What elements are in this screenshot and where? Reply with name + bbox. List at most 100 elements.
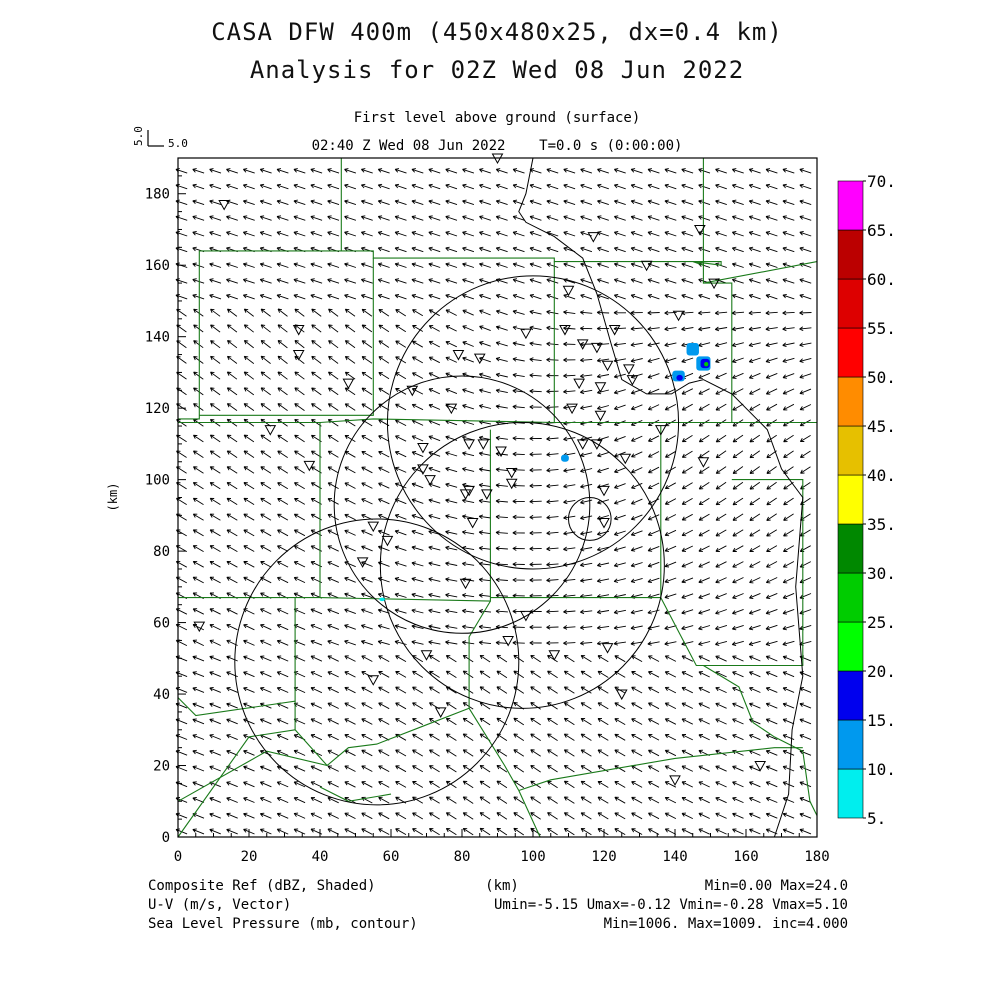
footer-left1: Composite Ref (dBZ, Shaded): [148, 878, 376, 894]
station-marker: [356, 557, 369, 568]
y-tick-label: 160: [145, 258, 170, 274]
x-tick-label: 100: [520, 849, 545, 865]
reflectivity-echo: [676, 374, 683, 381]
colorbar-swatch: [837, 474, 864, 525]
pressure-closed-contour: [568, 496, 612, 541]
station-marker: [477, 439, 490, 450]
subtitle-level: First level above ground (surface): [354, 110, 641, 126]
county-border: [199, 258, 374, 416]
colorbar-label: 40.: [867, 466, 896, 485]
station-marker: [591, 342, 603, 354]
y-axis-label: (km): [106, 483, 120, 512]
station-marker: [626, 375, 639, 386]
county-border: [660, 479, 804, 667]
station-marker: [452, 350, 465, 361]
station-marker: [520, 610, 532, 622]
station-marker: [218, 199, 230, 211]
footer-left2: U-V (m/s, Vector): [148, 897, 291, 913]
station-marker: [505, 478, 518, 490]
station-marker: [608, 325, 621, 336]
station-marker: [669, 775, 681, 786]
station-marker: [594, 410, 607, 422]
colorbar-label: 35.: [867, 515, 896, 534]
colorbar-label: 5.: [867, 809, 886, 828]
station-marker: [445, 403, 458, 415]
station-marker: [434, 707, 447, 718]
colorbar-swatch: [837, 670, 864, 721]
reflectivity-echo: [379, 597, 385, 602]
station-marker: [562, 285, 575, 297]
radar-ring: [234, 518, 520, 806]
y-tick-label: 20: [153, 759, 170, 775]
colorbar-label: 60.: [867, 270, 896, 289]
station-marker: [367, 675, 380, 686]
radar-ring: [386, 275, 680, 570]
station-marker: [598, 485, 610, 497]
station-marker: [502, 635, 514, 647]
county-border: [177, 750, 328, 802]
county-border: [468, 708, 520, 791]
station-marker: [559, 325, 571, 336]
county-border: [518, 747, 803, 792]
station-marker: [615, 689, 628, 701]
station-marker: [587, 232, 600, 243]
station-marker: [573, 378, 585, 390]
colorbar-swatch: [837, 719, 864, 770]
colorbar-label: 15.: [867, 711, 896, 730]
x-tick-label: 60: [383, 849, 400, 865]
station-marker: [420, 650, 433, 661]
colorbar-swatch: [837, 278, 864, 329]
station-marker: [406, 385, 419, 397]
station-marker: [367, 521, 380, 533]
station-marker: [424, 475, 436, 486]
title-line2: Analysis for 02Z Wed 08 Jun 2022: [250, 56, 744, 84]
colorbar-label: 65.: [867, 221, 896, 240]
pressure-contour-line: [518, 157, 804, 838]
reflectivity-echoes: [379, 342, 711, 602]
footer-right2: Umin=-5.15 Umax=-0.12 Vmin=-0.28 Vmax=5.…: [494, 897, 848, 913]
station-marker: [591, 439, 603, 450]
station-marker: [495, 446, 507, 458]
colorbar-swatch: [837, 768, 864, 819]
station-marker: [697, 457, 710, 468]
station-marker: [417, 442, 429, 454]
reflectivity-echo: [561, 454, 569, 462]
plot-area: 0 20 40 60 80 100 120 140 160 180 0 20 40 60 80 100 120…: [145, 153, 830, 865]
station-marker: [505, 467, 518, 479]
colorbar-label: 45.: [867, 417, 896, 436]
footer-right1: Min=0.00 Max=24.0: [705, 878, 848, 894]
x-tick-label: 120: [591, 849, 616, 865]
colorbar-swatch: [837, 425, 864, 476]
colorbar-swatch: [837, 229, 864, 280]
station-marker: [672, 310, 685, 322]
station-marker: [292, 350, 305, 361]
plot-background: [178, 158, 817, 837]
station-marker: [708, 278, 720, 290]
colorbar-label: 10.: [867, 760, 896, 779]
ref-vector-label-vertical: 5.0: [132, 126, 145, 146]
colorbar-label: 55.: [867, 319, 896, 338]
station-marker: [381, 535, 394, 547]
x-axis: 0 20 40 60 80 100 120 140 160 180: [174, 829, 830, 865]
station-marker: [623, 364, 635, 375]
y-axis: 0 20 40 60 80 100 120 140 160 180: [145, 175, 186, 846]
station-marker: [576, 339, 589, 350]
footer-center1: (km): [485, 878, 519, 894]
county-border: [703, 665, 804, 752]
station-marker: [520, 328, 532, 340]
station-marker: [264, 425, 277, 436]
colorbar-label: 25.: [867, 613, 896, 632]
reflectivity-echo: [686, 342, 699, 356]
station-marker: [473, 353, 486, 365]
footer-left3: Sea Level Pressure (mb, contour): [148, 916, 418, 932]
station-marker: [601, 643, 614, 654]
y-tick-label: 80: [153, 544, 170, 560]
station-marker: [466, 518, 479, 529]
pressure-contour: [518, 157, 804, 838]
colorbar-swatch: [837, 376, 864, 427]
subtitle-time: 02:40 Z Wed 08 Jun 2022 T=0.0 s (0:00:00…: [312, 138, 683, 154]
station-marker: [640, 260, 653, 272]
station-marker: [459, 578, 472, 590]
colorbar: 5. 10. 15. 20. 25. 30. 35. 40. 45. 50. 55. 60. 65. 70…: [837, 172, 896, 828]
county-border: [518, 790, 541, 838]
